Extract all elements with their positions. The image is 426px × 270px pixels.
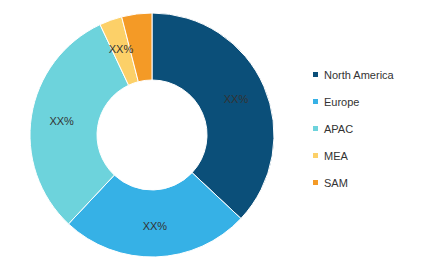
svg-text:XX%: XX% — [49, 115, 74, 127]
svg-text:XX%: XX% — [143, 220, 168, 232]
svg-text:Europe: Europe — [324, 96, 359, 108]
svg-text:SAM: SAM — [324, 177, 348, 189]
svg-text:MEA: MEA — [324, 150, 349, 162]
svg-text:APAC: APAC — [324, 123, 353, 135]
svg-text:XX%: XX% — [109, 43, 134, 55]
svg-text:XX%: XX% — [224, 93, 249, 105]
svg-text:North America: North America — [324, 69, 395, 81]
